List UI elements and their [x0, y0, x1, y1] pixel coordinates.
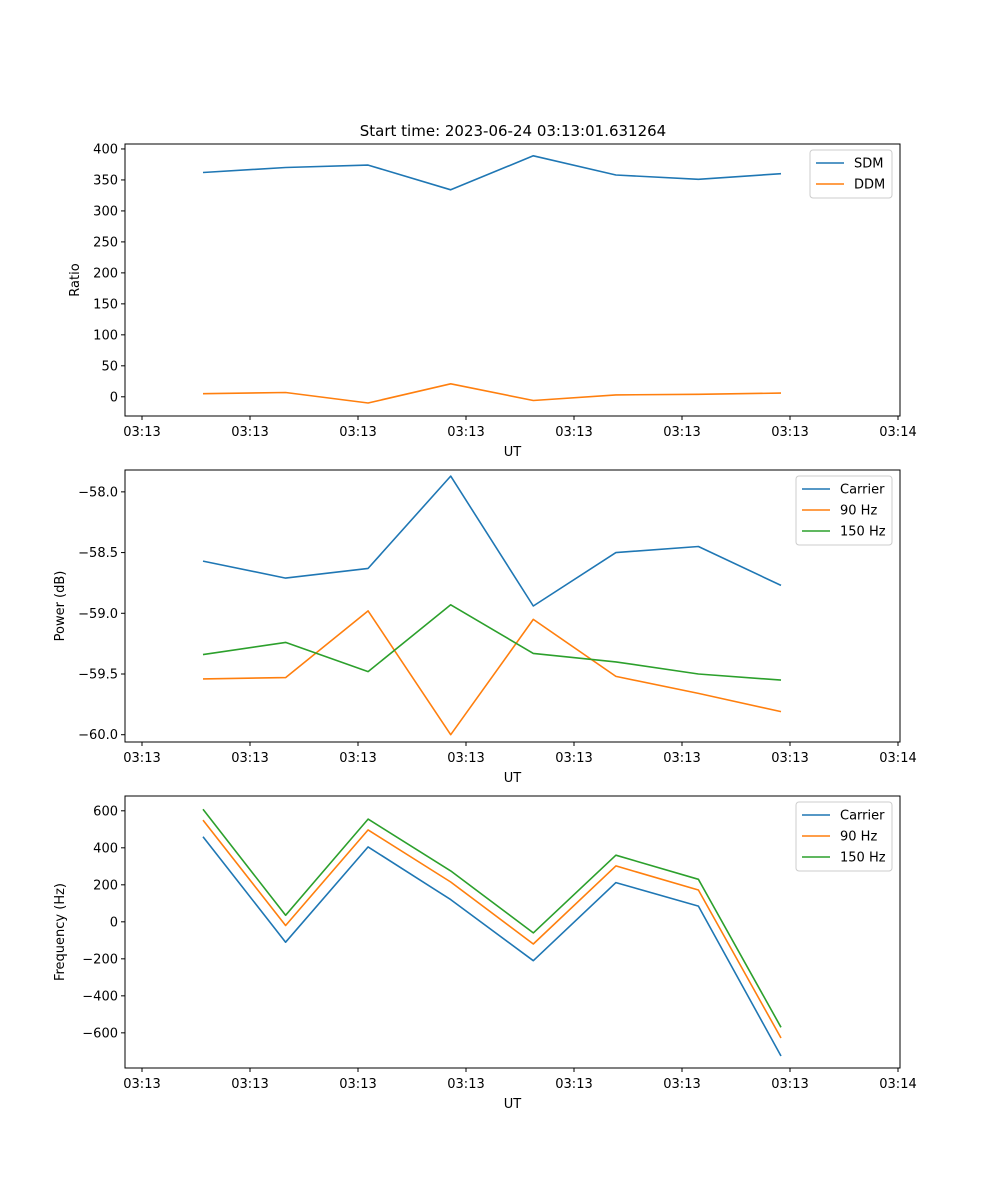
y-tick-label: 0 [110, 915, 118, 930]
x-axis-label: UT [504, 771, 522, 786]
x-tick-label: 03:13 [339, 1077, 376, 1092]
x-tick-label: 03:13 [231, 751, 268, 766]
legend: Carrier 90 Hz 150 Hz [795, 801, 893, 872]
legend-box [795, 475, 893, 546]
series-line-ddm [202, 382, 782, 404]
x-tick-label: 03:13 [123, 425, 160, 440]
legend-entry: Carrier [840, 483, 885, 498]
x-tick-label: 03:13 [339, 425, 376, 440]
x-tick-label: 03:13 [663, 1077, 700, 1092]
x-axis-label: UT [504, 1097, 522, 1112]
series-line-150-hz [202, 808, 782, 1028]
x-tick-label: 03:13 [447, 425, 484, 440]
y-tick-label: −59.0 [78, 607, 118, 622]
axes-frame [124, 469, 901, 743]
legend-entry: DDM [854, 178, 885, 193]
y-tick-label: 600 [93, 804, 118, 819]
x-axis-label: UT [504, 445, 522, 460]
x-tick-label: 03:14 [879, 1077, 916, 1092]
series-line-150-hz [202, 603, 782, 681]
legend-entry: 90 Hz [840, 504, 877, 519]
x-tick-label: 03:14 [879, 425, 916, 440]
y-tick-label: 0 [110, 390, 118, 405]
legend-entry: SDM [854, 157, 883, 172]
y-tick-label: 150 [93, 297, 118, 312]
y-tick-label: 400 [93, 142, 118, 157]
chart-panel-1: 0 50 100 150 200 250 300 350 400 03:13 03:13 03:13 0… [68, 142, 917, 460]
x-tick-label: 03:13 [447, 1077, 484, 1092]
y-tick-label: −600 [82, 1026, 118, 1041]
series-line-90-hz [202, 610, 782, 736]
x-tick-label: 03:13 [771, 1077, 808, 1092]
legend: Carrier 90 Hz 150 Hz [795, 475, 893, 546]
x-tick-label: 03:13 [339, 751, 376, 766]
figure-title: Start time: 2023-06-24 03:13:01.631264 [360, 122, 666, 140]
series-line-sdm [202, 155, 782, 191]
legend-box [809, 149, 893, 199]
y-axis-label: Frequency (Hz) [53, 883, 68, 981]
panels: 0 50 100 150 200 250 300 350 400 03:13 03:13 03:13 0… [53, 142, 917, 1112]
axes-frame [124, 143, 901, 417]
x-tick-label: 03:13 [447, 751, 484, 766]
legend-entry: 90 Hz [840, 830, 877, 845]
series-line-carrier [202, 475, 782, 607]
x-tick-label: 03:13 [123, 751, 160, 766]
series-line-90-hz [202, 819, 782, 1039]
y-tick-label: 300 [93, 204, 118, 219]
x-tick-label: 03:13 [231, 1077, 268, 1092]
x-tick-label: 03:13 [123, 1077, 160, 1092]
y-tick-label: 250 [93, 235, 118, 250]
x-tick-label: 03:13 [555, 425, 592, 440]
x-tick-label: 03:13 [555, 751, 592, 766]
x-tick-label: 03:13 [555, 1077, 592, 1092]
y-tick-label: −400 [82, 989, 118, 1004]
legend-entry: 150 Hz [840, 525, 886, 540]
y-tick-label: 200 [93, 266, 118, 281]
legend-box [795, 801, 893, 872]
y-tick-label: −59.5 [78, 668, 118, 683]
x-tick-label: 03:14 [879, 751, 916, 766]
chart-panel-3: −600 −400 −200 0 200 400 600 03:13 03:13 03:13 03:… [53, 795, 917, 1112]
y-axis-label: Power (dB) [53, 571, 68, 642]
legend-entry: Carrier [840, 809, 885, 824]
series-line-carrier [202, 836, 782, 1057]
y-tick-label: 200 [93, 878, 118, 893]
y-tick-label: 100 [93, 328, 118, 343]
legend-entry: 150 Hz [840, 851, 886, 866]
x-tick-label: 03:13 [771, 425, 808, 440]
chart-panel-2: −60.0 −59.5 −59.0 −58.5 −58.0 03:13 03:13 03:13… [53, 469, 917, 786]
y-tick-label: −200 [82, 952, 118, 967]
y-tick-label: −60.0 [78, 728, 118, 743]
y-tick-label: 400 [93, 841, 118, 856]
legend: SDM DDM [809, 149, 893, 199]
x-tick-label: 03:13 [663, 425, 700, 440]
y-tick-label: 50 [101, 359, 118, 374]
x-tick-label: 03:13 [663, 751, 700, 766]
y-tick-label: −58.0 [78, 485, 118, 500]
x-tick-label: 03:13 [231, 425, 268, 440]
axes-frame [124, 795, 901, 1069]
y-axis-label: Ratio [68, 263, 83, 296]
x-tick-label: 03:13 [771, 751, 808, 766]
y-tick-label: 350 [93, 173, 118, 188]
y-tick-label: −58.5 [78, 546, 118, 561]
